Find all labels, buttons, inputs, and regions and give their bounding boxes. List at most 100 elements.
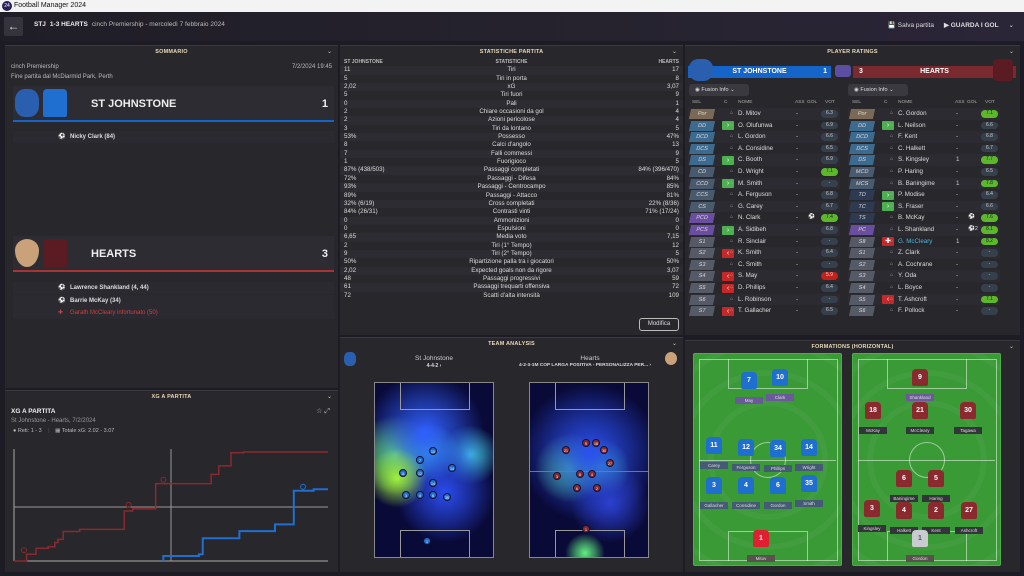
formation-player[interactable]: 21 McCleary	[900, 402, 940, 437]
player-row[interactable]: MCS ⌂ B. Baningime 1 7.8	[848, 177, 1000, 190]
player-name[interactable]: O. Olufunwa	[738, 121, 773, 129]
player-name[interactable]: L. Neilson	[898, 121, 926, 129]
player-position-marker[interactable]: 18	[592, 439, 600, 447]
player-position-marker[interactable]: 14	[429, 479, 437, 487]
formation-player[interactable]: 2 Kent	[916, 502, 956, 537]
formation-player[interactable]: 11 Carey	[694, 437, 734, 472]
player-position-marker[interactable]: 11	[399, 469, 407, 477]
player-row[interactable]: CD ⌂ D. Wright - 7.1	[688, 166, 840, 178]
collapse-chevron-icon[interactable]: ⌄	[671, 341, 677, 347]
player-name[interactable]: C. Booth	[738, 156, 763, 164]
formation-player[interactable]: 4 Halkett	[884, 502, 924, 537]
player-row[interactable]: DCS ⌂ A. Considine - 6.5	[688, 143, 840, 155]
player-row[interactable]: S5 ‹ ⌂ T. Ashcroft - 7.1	[848, 293, 1000, 306]
formation-player[interactable]: 3 Gallacher	[694, 477, 734, 512]
player-row[interactable]: Por ⌂ C. Gordon - 7.1	[848, 108, 1000, 120]
player-name[interactable]: D. Wright	[738, 168, 764, 175]
player-row[interactable]: DD › ⌂ L. Neilson - 6.6	[848, 120, 1000, 132]
player-name[interactable]: F. Pollock	[898, 307, 925, 315]
player-position-marker[interactable]: 4	[416, 491, 424, 499]
save-match-button[interactable]: 💾 Salva partita	[888, 21, 934, 29]
player-name[interactable]: C. Smith	[738, 260, 762, 268]
player-name[interactable]: C. Gordon	[898, 110, 927, 117]
player-row[interactable]: S1 ⌂ R. Sinclair - -	[688, 236, 840, 248]
expand-icon[interactable]: ⤢	[324, 408, 330, 415]
player-row[interactable]: S4 ⌂ L. Boyce - -	[848, 282, 1000, 294]
player-row[interactable]: TC › ⌂ S. Fraser - 6.6	[848, 200, 1000, 213]
player-position-marker[interactable]: 6	[429, 491, 437, 499]
player-row[interactable]: PC ⌂ L. Shankland - ⚽2 8.1	[848, 224, 1000, 236]
player-name[interactable]: G. Carey	[738, 202, 763, 210]
player-name[interactable]: A. Considine	[738, 144, 774, 152]
player-row[interactable]: DCS ⌂ C. Halkett - 6.7	[848, 143, 1000, 155]
formation-player[interactable]: 14 Wright	[789, 439, 829, 474]
formation-player[interactable]: 10 Clark	[760, 369, 800, 404]
formation-player[interactable]: 5 Haring	[916, 470, 956, 505]
player-name[interactable]: B. McKay	[898, 214, 925, 222]
formation-player[interactable]: 1 Gordon	[900, 530, 940, 565]
collapse-chevron-icon[interactable]: ⌄	[326, 49, 332, 55]
collapse-chevron-icon[interactable]: ⌄	[671, 49, 677, 55]
player-row[interactable]: DCD ⌂ L. Gordon - 6.6	[688, 131, 840, 143]
player-row[interactable]: TS ⌂ B. McKay - ⚽ 7.6	[848, 212, 1000, 224]
player-row[interactable]: S3 ⌂ C. Smith - -	[688, 259, 840, 271]
formation-player[interactable]: 3 Kingsley	[853, 500, 892, 535]
player-name[interactable]: R. Sinclair	[738, 237, 767, 245]
star-icon[interactable]: ☆	[316, 408, 323, 415]
player-row[interactable]: S8 ✚ ⌂ G. McCleary 1 8.2	[848, 236, 1000, 248]
player-position-marker[interactable]: 12	[416, 469, 424, 477]
player-row[interactable]: S2 ‹ ⌂ K. Smith - 6.4	[688, 247, 840, 259]
home-view-dropdown[interactable]: ◉ Fusion Info ⌄	[689, 84, 749, 96]
player-position-marker[interactable]: 3	[402, 491, 410, 499]
player-name[interactable]: S. Kingsley	[898, 156, 929, 164]
player-name[interactable]: A. Cochrane	[898, 260, 933, 268]
more-chevron-icon[interactable]: ⌄	[1008, 22, 1014, 29]
home-formation-link[interactable]: 4-4-2 ›	[426, 363, 442, 369]
away-formation-link[interactable]: 4-2-3-1M COP LARGA POSITIVA - PERSONALIZ…	[518, 363, 651, 368]
player-row[interactable]: CCD › ⌂ M. Smith - -	[688, 177, 840, 190]
formation-player[interactable]: 4 Considine	[726, 477, 766, 512]
player-row[interactable]: S2 ⌂ A. Cochrane - -	[848, 259, 1000, 271]
player-row[interactable]: S3 ⌂ Y. Oda - -	[848, 270, 1000, 282]
player-row[interactable]: DCD ⌂ F. Kent - 6.8	[848, 131, 1000, 143]
player-row[interactable]: Por ⌂ D. Mitov - 6.3	[688, 108, 840, 120]
player-name[interactable]: C. Halkett	[898, 144, 926, 152]
player-name[interactable]: M. Smith	[738, 179, 763, 187]
player-name[interactable]: A. Sidibeh	[738, 226, 767, 233]
player-position-marker[interactable]: 8	[576, 470, 584, 478]
player-name[interactable]: L. Boyce	[898, 284, 923, 291]
formation-player[interactable]: 6 Gordon	[758, 477, 798, 512]
player-position-marker[interactable]: 9	[582, 439, 590, 447]
formation-player[interactable]: 9 Shankland	[900, 369, 940, 404]
player-name[interactable]: T. Gallacher	[738, 307, 772, 315]
player-name[interactable]: A. Ferguson	[738, 191, 772, 199]
player-position-marker[interactable]: 2	[593, 484, 601, 492]
player-position-marker[interactable]: 14	[448, 464, 456, 472]
player-row[interactable]: S1 ⌂ Z. Clark - -	[848, 247, 1000, 259]
formation-player[interactable]: 12 Ferguson	[726, 439, 766, 474]
player-name[interactable]: T. Ashcroft	[898, 295, 927, 303]
player-row[interactable]: DS ⌂ S. Kingsley 1 7.7	[848, 154, 1000, 166]
player-name[interactable]: D. Mitov	[738, 110, 761, 117]
player-row[interactable]: CS ⌂ G. Carey - 6.7	[688, 200, 840, 213]
collapse-chevron-icon[interactable]: ⌄	[1008, 49, 1014, 55]
player-row[interactable]: S6 ⌂ L. Robinson - -	[688, 293, 840, 306]
formation-player[interactable]: 35 Smith	[789, 475, 829, 510]
player-row[interactable]: PCS › ⌂ A. Sidibeh - 6.8	[688, 224, 840, 236]
player-name[interactable]: P. Haring	[898, 168, 923, 175]
player-position-marker[interactable]: 10	[429, 447, 437, 455]
player-row[interactable]: TD › ⌂ P. Modise - 6.4	[848, 189, 1000, 201]
formation-player[interactable]: 7 May	[729, 372, 769, 407]
player-name[interactable]: L. Shankland	[898, 226, 935, 233]
formation-player[interactable]: 30 Tagawa	[948, 402, 988, 437]
player-row[interactable]: CCS ⌂ A. Ferguson - 6.8	[688, 189, 840, 201]
player-position-marker[interactable]: 35	[443, 493, 451, 501]
watch-goals-button[interactable]: ▶ GUARDA I GOL	[944, 21, 999, 29]
player-position-marker[interactable]: 1	[582, 525, 590, 533]
player-position-marker[interactable]: 6	[573, 484, 581, 492]
player-name[interactable]: B. Baningime	[898, 179, 935, 187]
player-position-marker[interactable]: 3	[553, 472, 561, 480]
back-button[interactable]: ←	[4, 17, 23, 36]
player-name[interactable]: S. May	[738, 272, 758, 280]
player-name[interactable]: K. Smith	[738, 249, 762, 257]
